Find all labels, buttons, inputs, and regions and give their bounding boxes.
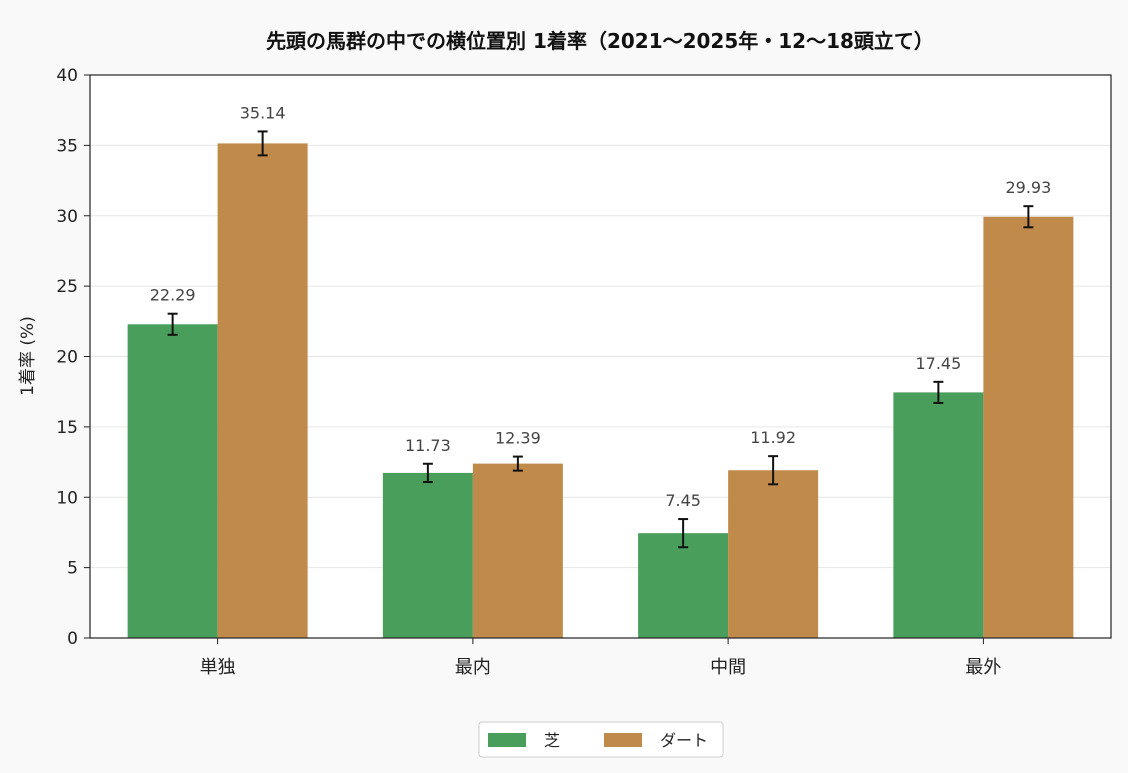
bar [472, 463, 563, 638]
legend-swatch [488, 733, 526, 747]
bar [217, 143, 308, 639]
x-tick-label: 最外 [965, 657, 1001, 678]
y-tick-label: 35 [56, 136, 78, 156]
bar [127, 324, 218, 638]
legend-label: ダート [660, 731, 708, 750]
bar [382, 472, 473, 638]
x-tick-label: 単独 [200, 657, 236, 678]
y-tick-label: 0 [67, 629, 78, 649]
y-tick-label: 25 [56, 277, 78, 297]
data-label: 29.93 [1005, 178, 1051, 197]
bars [127, 143, 1074, 639]
bar [728, 470, 819, 638]
x-tick-label: 最内 [455, 657, 491, 678]
chart-title: 先頭の馬群の中での横位置別 1着率（2021〜2025年・12〜18頭立て） [266, 29, 934, 53]
x-axis: 単独 最内 中間 最外 [200, 638, 1001, 678]
y-tick-label: 10 [56, 488, 78, 508]
data-label: 7.45 [665, 491, 701, 510]
bar [893, 392, 984, 638]
y-axis-label: 1着率 (%) [18, 316, 38, 396]
bar [638, 533, 729, 638]
data-label: 17.45 [915, 354, 961, 373]
y-tick-label: 15 [56, 418, 78, 438]
y-tick-label: 5 [67, 559, 78, 579]
data-labels: 22.29 35.14 11.73 12.39 7.45 11.92 17.45 29.93 [150, 103, 1052, 510]
data-label: 22.29 [150, 286, 196, 305]
data-label: 12.39 [495, 429, 541, 448]
legend-box [478, 721, 724, 758]
y-axis: 0 5 10 15 20 25 30 35 40 [56, 66, 90, 649]
data-label: 11.92 [750, 428, 796, 447]
y-tick-label: 30 [56, 207, 78, 227]
legend-swatch [604, 733, 642, 747]
data-label: 11.73 [405, 436, 451, 455]
error-bars [167, 130, 1034, 549]
data-label: 35.14 [240, 103, 286, 122]
y-tick-label: 40 [56, 66, 78, 86]
legend-label: 芝 [544, 731, 560, 750]
bar [983, 216, 1074, 639]
x-tick-label: 中間 [710, 657, 746, 678]
y-tick-label: 20 [56, 348, 78, 368]
legend: 芝 ダート [478, 721, 724, 758]
